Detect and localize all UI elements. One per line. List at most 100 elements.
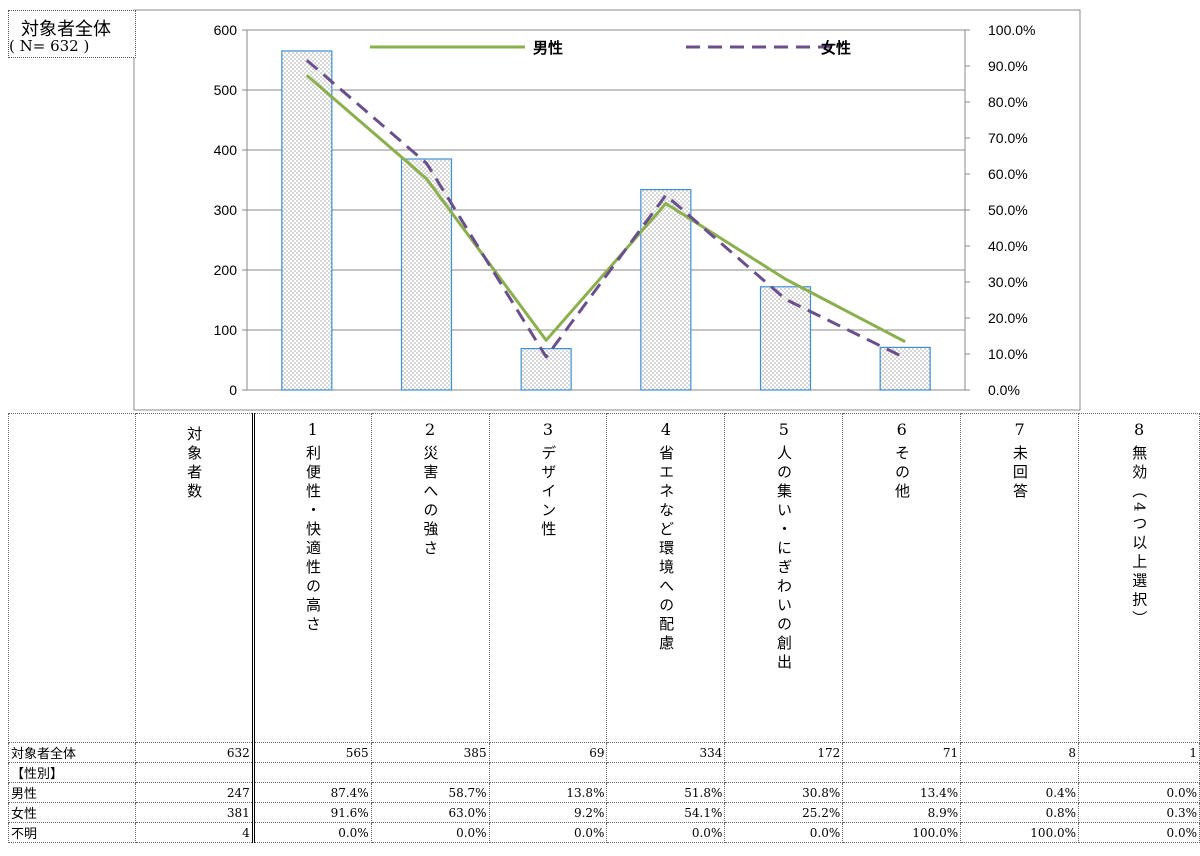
row-value: 100.0% xyxy=(842,822,962,843)
table-header-row: 対象者数 1 利便性・快適性の高さ 2 災害への強さ 3 デザイン性 4 省エネなど環境への配慮… xyxy=(8,413,1200,743)
row-value: 13.4% xyxy=(842,782,962,803)
y-tick-label: 300 xyxy=(214,202,238,218)
row-value: 9.2% xyxy=(488,802,608,823)
y2-tick-label: 30.0% xyxy=(988,274,1028,290)
table-row: 男性 247 87.4% 58.7% 13.8% 51.8% 30.8% 13.4% 0.4% 0… xyxy=(8,782,1200,803)
bar-6 xyxy=(879,346,931,391)
row-value: 100.0% xyxy=(960,822,1080,843)
header-col-label: 省エネなど環境への配慮 xyxy=(657,445,676,654)
legend-label-0: 男性 xyxy=(533,39,563,57)
row-value xyxy=(960,762,1080,783)
row-value: 51.8% xyxy=(606,782,726,803)
row-value: 0.0% xyxy=(724,822,844,843)
row-value: 0.0% xyxy=(1078,782,1200,803)
header-col-number: 2 xyxy=(425,420,436,439)
header-col-label: 人の集い・にぎわいの創出 xyxy=(775,445,794,673)
row-value: 0.4% xyxy=(960,782,1080,803)
bar-5 xyxy=(759,286,812,391)
header-col-8: 8 無効（4つ以上選択） xyxy=(1078,413,1200,743)
header-col-label: デザイン性 xyxy=(539,445,558,540)
row-count xyxy=(134,762,255,783)
y2-tick-label: 60.0% xyxy=(988,166,1028,182)
y-tick-label: 0 xyxy=(229,382,237,398)
header-col-1: 1 利便性・快適性の高さ xyxy=(252,413,372,743)
line-series-0 xyxy=(305,74,906,344)
row-label: 男性 xyxy=(8,782,136,803)
y-tick-label: 500 xyxy=(214,82,238,98)
y-tick-label: 100 xyxy=(214,322,238,338)
row-value xyxy=(370,762,490,783)
row-value: 0.0% xyxy=(488,822,608,843)
header-col-label: 利便性・快適性の高さ xyxy=(303,445,322,635)
row-value: 0.0% xyxy=(606,822,726,843)
header-col-number: 3 xyxy=(542,420,554,439)
header-col-number: 8 xyxy=(1133,420,1145,439)
header-col-number: 1 xyxy=(307,420,318,439)
row-value: 30.8% xyxy=(724,782,844,803)
row-value: 172 xyxy=(724,742,844,763)
table-row: 不明 4 0.0% 0.0% 0.0% 0.0% 0.0% 100.0% 100.0% 0.0% xyxy=(8,822,1200,843)
row-value: 8.9% xyxy=(842,802,962,823)
header-col-number: 7 xyxy=(1014,420,1025,439)
row-value xyxy=(724,762,844,783)
row-value xyxy=(1078,762,1200,783)
bar-1 xyxy=(281,50,333,391)
header-col-6: 6 その他 xyxy=(842,413,962,743)
header-col-4: 4 省エネなど環境への配慮 xyxy=(606,413,726,743)
y2-tick-label: 90.0% xyxy=(988,58,1028,74)
row-value: 63.0% xyxy=(370,802,490,823)
sample-label-title: 対象者全体 xyxy=(21,19,111,40)
row-value: 54.1% xyxy=(606,802,726,823)
y2-tick-label: 0.0% xyxy=(988,382,1020,398)
y2-tick-label: 20.0% xyxy=(988,310,1028,326)
row-value: 0.0% xyxy=(252,822,372,843)
y2-tick-label: 70.0% xyxy=(988,130,1028,146)
row-count: 632 xyxy=(134,742,255,763)
y2-tick-label: 40.0% xyxy=(988,238,1028,254)
row-value: 565 xyxy=(252,742,372,763)
results-table-wrap: 対象者数 1 利便性・快適性の高さ 2 災害への強さ 3 デザイン性 4 省エネなど環境への配慮… xyxy=(8,413,1200,856)
header-col-label: 無効（4つ以上選択） xyxy=(1130,445,1149,630)
table-row: 対象者全体 632 565 385 69 334 172 71 8 1 xyxy=(8,742,1200,763)
row-value xyxy=(252,762,372,783)
row-value: 69 xyxy=(488,742,608,763)
row-count: 4 xyxy=(134,822,255,843)
row-value: 13.8% xyxy=(488,782,608,803)
header-count-label: 対象者数 xyxy=(185,426,204,502)
row-label: 対象者全体 xyxy=(8,742,136,763)
y-tick-label: 400 xyxy=(214,142,238,158)
row-value: 334 xyxy=(606,742,726,763)
row-value: 8 xyxy=(960,742,1080,763)
y-tick-label: 600 xyxy=(214,22,238,38)
table-row: 【性別】 xyxy=(8,762,1200,783)
header-col-number: 4 xyxy=(660,420,671,439)
results-table: 対象者数 1 利便性・快適性の高さ 2 災害への強さ 3 デザイン性 4 省エネなど環境への配慮… xyxy=(8,413,1200,843)
row-value: 71 xyxy=(842,742,962,763)
header-count: 対象者数 xyxy=(134,413,255,743)
row-value xyxy=(842,762,962,783)
row-count: 381 xyxy=(134,802,255,823)
header-col-7: 7 未回答 xyxy=(960,413,1080,743)
line-series-1 xyxy=(305,59,906,360)
y2-tick-label: 80.0% xyxy=(988,94,1028,110)
row-value xyxy=(606,762,726,783)
header-corner xyxy=(8,413,136,743)
header-col-label: 未回答 xyxy=(1010,445,1029,502)
header-col-2: 2 災害への強さ xyxy=(370,413,490,743)
header-col-label: その他 xyxy=(892,445,911,502)
row-value: 87.4% xyxy=(252,782,372,803)
y2-tick-label: 10.0% xyxy=(988,346,1028,362)
table-row: 女性 381 91.6% 63.0% 9.2% 54.1% 25.2% 8.9% 0.8% 0.3… xyxy=(8,802,1200,823)
bar-2 xyxy=(400,158,453,391)
legend-label-1: 女性 xyxy=(821,39,851,57)
header-col-number: 6 xyxy=(896,420,907,439)
row-value: 0.0% xyxy=(1078,822,1200,843)
row-value: 0.0% xyxy=(370,822,490,843)
chart: 0 100 200 300 400 500 600 0.0% 10.0% 20.0% 30.0% 4… xyxy=(133,9,1081,411)
row-label: 女性 xyxy=(8,802,136,823)
header-col-label: 災害への強さ xyxy=(421,445,440,559)
row-value xyxy=(488,762,608,783)
header-col-number: 5 xyxy=(778,420,789,439)
row-label: 【性別】 xyxy=(8,762,136,783)
y2-tick-label: 100.0% xyxy=(988,22,1035,38)
